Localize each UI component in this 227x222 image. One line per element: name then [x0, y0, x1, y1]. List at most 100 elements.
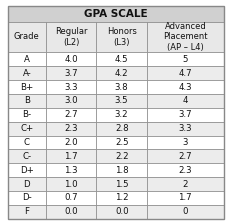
Bar	[96, 177, 147, 191]
Bar	[147, 94, 224, 108]
Text: 4.2: 4.2	[115, 69, 128, 78]
Text: D: D	[24, 180, 30, 188]
Text: 3.7: 3.7	[64, 69, 78, 78]
Text: 3.3: 3.3	[178, 124, 192, 133]
Text: 3.7: 3.7	[178, 110, 192, 119]
Bar	[96, 80, 147, 94]
Bar	[147, 191, 224, 205]
Text: 3: 3	[183, 138, 188, 147]
Bar	[8, 122, 46, 136]
Text: 1.7: 1.7	[64, 152, 78, 161]
Text: 2.7: 2.7	[178, 152, 192, 161]
Bar	[46, 191, 96, 205]
Bar	[96, 191, 147, 205]
Bar	[96, 163, 147, 177]
Bar	[147, 177, 224, 191]
Text: 3.3: 3.3	[64, 83, 78, 91]
Text: B-: B-	[22, 110, 31, 119]
Text: 1.8: 1.8	[115, 166, 128, 175]
Text: B+: B+	[20, 83, 33, 91]
Text: 2.7: 2.7	[64, 110, 78, 119]
Bar	[96, 122, 147, 136]
Text: C: C	[24, 138, 30, 147]
Text: 0.0: 0.0	[64, 207, 78, 216]
Bar	[147, 22, 224, 52]
Text: 4.3: 4.3	[178, 83, 192, 91]
Bar	[8, 163, 46, 177]
Text: 3.0: 3.0	[64, 96, 78, 105]
Text: 3.5: 3.5	[115, 96, 128, 105]
Text: 3.2: 3.2	[115, 110, 128, 119]
Text: Advanced
Placement
(AP – L4): Advanced Placement (AP – L4)	[163, 22, 207, 52]
Bar	[8, 52, 46, 66]
Bar	[8, 149, 46, 163]
Bar	[8, 94, 46, 108]
Bar	[46, 149, 96, 163]
Text: Honors
(L3): Honors (L3)	[107, 28, 137, 47]
Text: 2.3: 2.3	[178, 166, 192, 175]
Text: A: A	[24, 55, 30, 64]
Bar	[46, 108, 96, 122]
Bar	[96, 149, 147, 163]
Bar	[147, 149, 224, 163]
Bar	[8, 177, 46, 191]
Bar	[147, 136, 224, 149]
Text: D+: D+	[20, 166, 34, 175]
Bar	[96, 136, 147, 149]
Text: Grade: Grade	[14, 32, 40, 42]
Bar	[8, 205, 46, 219]
Bar	[96, 22, 147, 52]
Text: 1.0: 1.0	[64, 180, 78, 188]
Bar	[8, 66, 46, 80]
Text: F: F	[24, 207, 29, 216]
Text: 2.8: 2.8	[115, 124, 128, 133]
Bar	[8, 191, 46, 205]
Text: 5: 5	[183, 55, 188, 64]
Bar	[46, 205, 96, 219]
Text: 2.3: 2.3	[64, 124, 78, 133]
Bar	[46, 66, 96, 80]
Bar	[147, 122, 224, 136]
Text: 2.2: 2.2	[115, 152, 128, 161]
Bar	[96, 94, 147, 108]
Bar	[96, 205, 147, 219]
Bar	[147, 108, 224, 122]
Text: 4.0: 4.0	[64, 55, 78, 64]
Text: 4.5: 4.5	[115, 55, 128, 64]
Bar	[46, 163, 96, 177]
Bar	[46, 80, 96, 94]
Text: 1.3: 1.3	[64, 166, 78, 175]
Bar	[147, 66, 224, 80]
Bar	[46, 122, 96, 136]
Bar	[96, 52, 147, 66]
Bar	[8, 108, 46, 122]
Bar	[8, 80, 46, 94]
Bar	[8, 136, 46, 149]
Bar	[46, 52, 96, 66]
Text: A-: A-	[22, 69, 31, 78]
Bar	[96, 66, 147, 80]
Text: 3.8: 3.8	[115, 83, 128, 91]
Text: 4: 4	[183, 96, 188, 105]
Bar	[147, 80, 224, 94]
Text: 1.2: 1.2	[115, 193, 128, 202]
Bar	[46, 177, 96, 191]
Bar	[147, 163, 224, 177]
Text: B: B	[24, 96, 30, 105]
Bar	[46, 22, 96, 52]
Text: GPA SCALE: GPA SCALE	[84, 8, 148, 19]
Text: 0: 0	[183, 207, 188, 216]
Text: 2.5: 2.5	[115, 138, 128, 147]
Text: Regular
(L2): Regular (L2)	[55, 28, 87, 47]
Text: 2.0: 2.0	[64, 138, 78, 147]
Text: 1.7: 1.7	[178, 193, 192, 202]
Text: D-: D-	[22, 193, 32, 202]
Text: C-: C-	[22, 152, 31, 161]
Text: C+: C+	[20, 124, 33, 133]
Text: 1.5: 1.5	[115, 180, 128, 188]
Text: 4.7: 4.7	[178, 69, 192, 78]
Text: 0.7: 0.7	[64, 193, 78, 202]
Bar	[46, 94, 96, 108]
Bar	[147, 205, 224, 219]
Bar	[96, 108, 147, 122]
